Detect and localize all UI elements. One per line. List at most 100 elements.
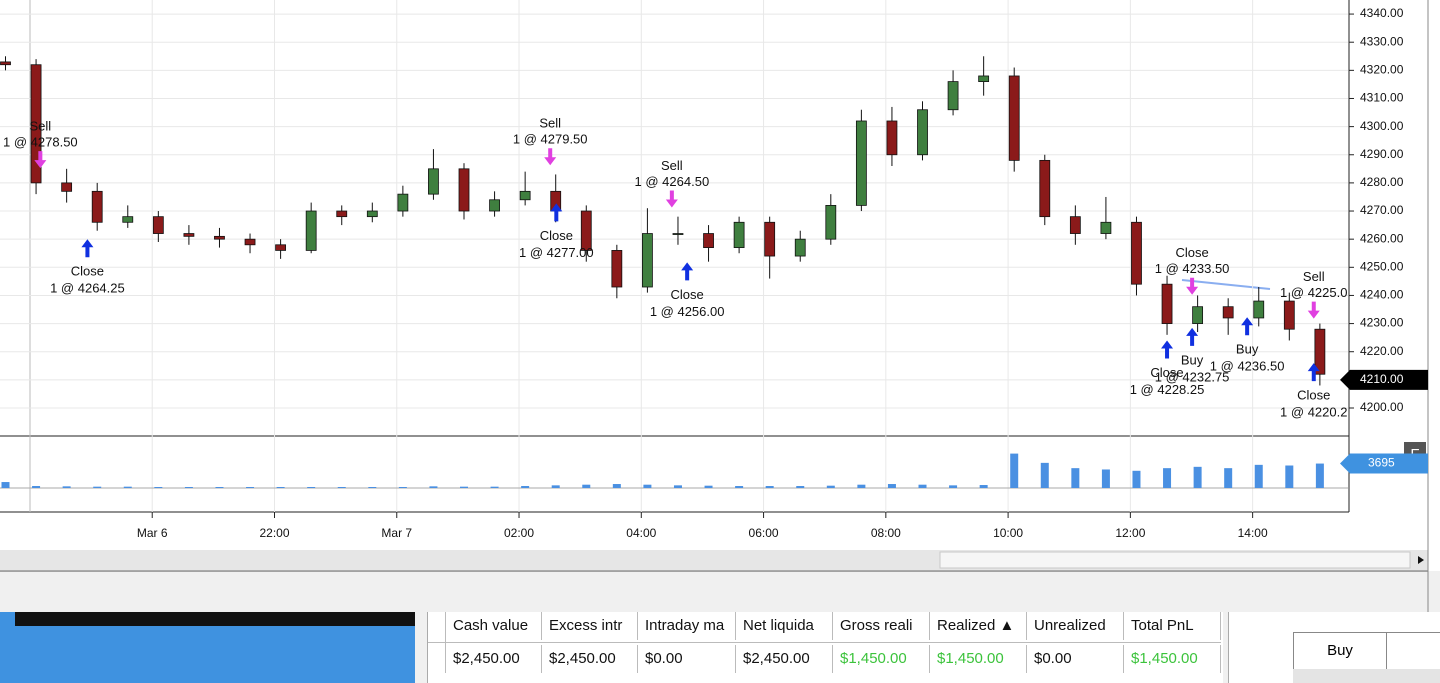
table-cell: Net liquida [736, 612, 833, 640]
candle-body [214, 235, 225, 240]
candle-body [672, 233, 684, 235]
candle-body [275, 244, 287, 251]
x-tick-label: Mar 6 [137, 526, 168, 540]
candle-body [489, 199, 500, 212]
trade-label: 1 @ 4277.00 [519, 245, 594, 260]
table-cell: $0.00 [1027, 645, 1124, 673]
trade-action: Close [1175, 245, 1208, 260]
trade-label: 1 @ 4220.2 [1280, 405, 1347, 420]
table-cell: $1,450.00 [1124, 645, 1221, 673]
candle-body [1161, 283, 1173, 324]
volume-bar [643, 484, 652, 488]
volume-tag-label: 3695 [1368, 456, 1395, 470]
volume-bar [123, 486, 132, 488]
table-cell: Unrealized [1027, 612, 1124, 640]
candle-body [30, 64, 42, 184]
candle-body [703, 233, 714, 249]
x-tick-label: 22:00 [259, 526, 289, 540]
candle-body [1039, 159, 1051, 218]
y-tick-label: 4300.00 [1360, 119, 1404, 133]
trade-label: 1 @ 4279.50 [513, 132, 588, 147]
volume-bar [979, 485, 988, 488]
y-tick-label: 4220.00 [1360, 344, 1404, 358]
left-panel-bar [15, 612, 415, 626]
trade-action: Sell [30, 119, 52, 134]
table-cell: Gross reali [833, 612, 930, 640]
x-tick-label: 08:00 [871, 526, 901, 540]
y-tick-label: 4310.00 [1360, 91, 1404, 105]
volume-bar [307, 487, 316, 488]
x-tick-label: 12:00 [1115, 526, 1145, 540]
y-tick-label: 4340.00 [1360, 6, 1404, 20]
trade-action: Sell [661, 158, 683, 173]
table-cell: $0.00 [638, 645, 736, 673]
sell-arrow [544, 148, 557, 166]
volume-bar [521, 486, 530, 488]
volume-bar [276, 487, 285, 488]
volume-bar [673, 485, 682, 488]
y-tick-label: 4290.00 [1360, 147, 1404, 161]
candle-body [244, 238, 256, 246]
candle-body [122, 216, 134, 223]
candle-body [642, 233, 653, 288]
volume-bar [735, 486, 744, 488]
x-tick-label: 02:00 [504, 526, 534, 540]
order-table: Buy [1293, 632, 1440, 670]
candle-body [1069, 216, 1081, 234]
candle-body [0, 61, 11, 66]
buy-arrow [81, 239, 94, 258]
y-tick-label: 4250.00 [1360, 259, 1404, 273]
y-tick-label: 4260.00 [1360, 231, 1404, 245]
scrollbar-thumb[interactable] [939, 551, 1411, 569]
candle-body [855, 120, 867, 206]
table-cell: $2,450.00 [736, 645, 833, 673]
volume-bar [429, 486, 438, 488]
candle-body [91, 190, 103, 223]
volume-bar [62, 486, 71, 488]
scroll-arrow[interactable] [1418, 556, 1424, 564]
account-table: Cash value $2,450.00 Excess intr $2,450.00 I… [427, 612, 1223, 683]
volume-bar [704, 485, 713, 488]
table-cell: Cash value [446, 612, 542, 640]
table-cell: Intraday ma [638, 612, 736, 640]
volume-bar [1101, 469, 1110, 488]
volume-bar [1315, 463, 1324, 488]
volume-bar [368, 487, 377, 488]
volume-bar [1224, 468, 1233, 488]
volume-bar [582, 484, 591, 488]
trade-label: 1 @ 4278.50 [3, 135, 78, 150]
candle-body [611, 250, 623, 288]
volume-tag [1340, 453, 1428, 474]
volume-bar [796, 486, 805, 488]
volume-bar [93, 486, 102, 488]
volume-bar [612, 484, 621, 488]
trade-action: Close [1150, 365, 1183, 380]
y-tick-label: 4280.00 [1360, 175, 1404, 189]
y-tick-label: 4320.00 [1360, 63, 1404, 77]
trade-action: Close [540, 228, 573, 243]
volume-bar [246, 487, 255, 488]
candle-body [458, 168, 470, 212]
candle-body [917, 109, 928, 156]
buy-arrow [1186, 327, 1199, 346]
candle-body [1222, 306, 1234, 319]
trade-label: 1 @ 4264.25 [50, 281, 125, 296]
candle-body [519, 190, 531, 201]
table-cell: Total PnL [1124, 612, 1221, 640]
candle-body [1100, 221, 1112, 234]
trade-action: Close [671, 287, 704, 302]
trade-label: 1 @ 4228.25 [1130, 382, 1205, 397]
volume-bar [1132, 470, 1141, 488]
table-border [445, 612, 446, 673]
candle-body [978, 75, 990, 82]
candle-body [428, 168, 439, 195]
volume-bar [184, 487, 193, 488]
table-cell: $2,450.00 [542, 645, 638, 673]
table-cell: Excess intr [542, 612, 638, 640]
y-tick-label: 4230.00 [1360, 316, 1404, 330]
buy-arrow [1161, 340, 1174, 359]
volume-bar [918, 484, 927, 488]
y-tick-label: 4200.00 [1360, 400, 1404, 414]
candle-body [580, 210, 592, 251]
trade-label: 1 @ 4233.50 [1155, 261, 1230, 276]
